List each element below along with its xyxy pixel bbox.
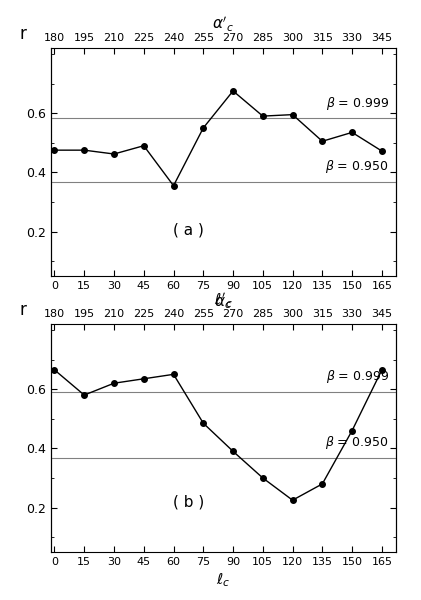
X-axis label: $\alpha'_c$: $\alpha'_c$ [212,14,234,34]
X-axis label: $\ell_c$: $\ell_c$ [216,571,230,589]
Y-axis label: r: r [19,301,27,319]
Y-axis label: r: r [19,25,27,43]
Text: $\beta$ = 0.999: $\beta$ = 0.999 [325,95,389,112]
Text: $\beta$ = 0.999: $\beta$ = 0.999 [325,368,389,385]
Text: $\beta$ = 0.950: $\beta$ = 0.950 [325,434,389,451]
Text: $\beta$ = 0.950: $\beta$ = 0.950 [325,158,389,175]
X-axis label: $\ell'_c$: $\ell'_c$ [214,290,232,310]
Text: ( b ): ( b ) [173,494,204,509]
X-axis label: $\alpha_c$: $\alpha_c$ [214,295,232,311]
Text: ( a ): ( a ) [173,223,204,238]
